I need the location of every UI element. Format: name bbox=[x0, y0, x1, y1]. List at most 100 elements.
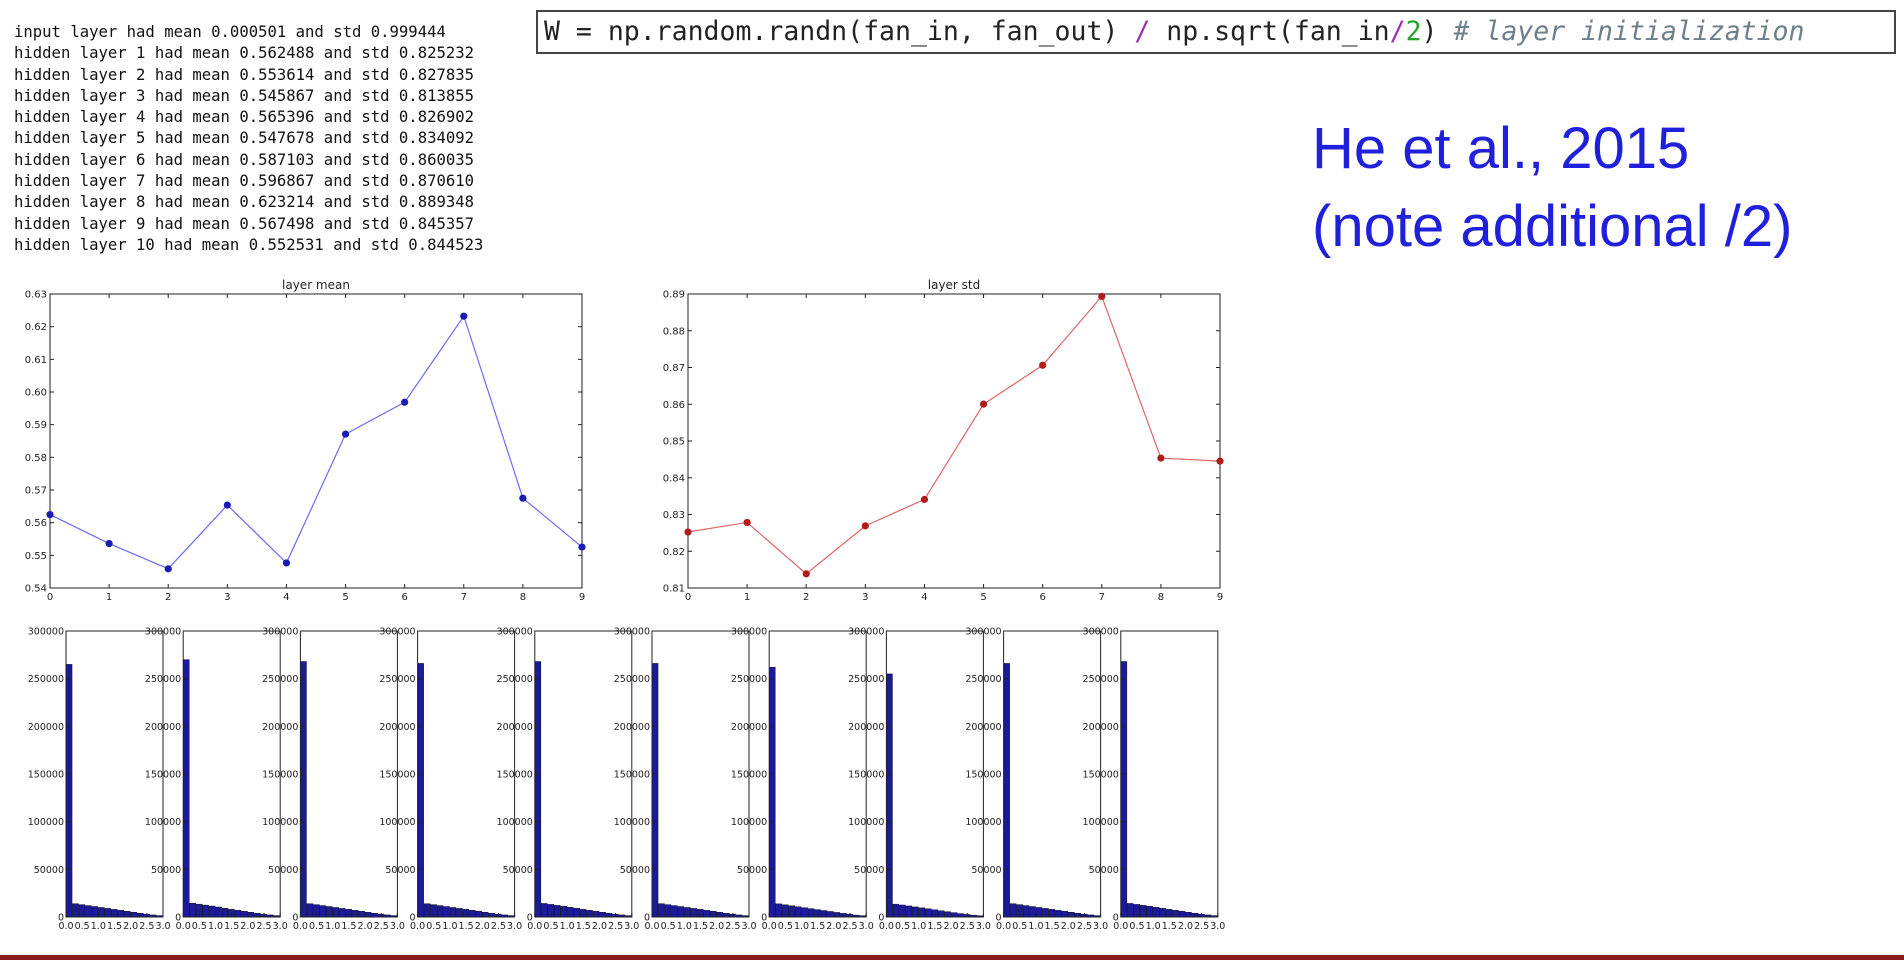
x-tick-label: 1.0 bbox=[560, 921, 575, 932]
x-tick-label: 0.0 bbox=[879, 921, 894, 932]
x-tick-label: 3.0 bbox=[1093, 921, 1108, 932]
histogram-bar bbox=[1003, 663, 1010, 918]
x-tick-label: 2.0 bbox=[1061, 921, 1076, 932]
histogram-bar bbox=[573, 908, 580, 918]
histogram-bar bbox=[1178, 911, 1186, 918]
y-tick-label: 250000 bbox=[262, 674, 298, 685]
x-tick-label: 2 bbox=[803, 592, 809, 603]
code-divide-operator-2: / bbox=[1389, 16, 1406, 47]
y-tick-label: 300000 bbox=[262, 627, 298, 638]
code-comment: # layer initialization bbox=[1453, 16, 1805, 47]
x-tick-label: 1.0 bbox=[91, 921, 106, 932]
x-tick-label: 5 bbox=[980, 592, 986, 603]
histogram-bar bbox=[1022, 905, 1030, 918]
x-tick-label: 7 bbox=[1099, 592, 1105, 603]
x-tick-label: 3 bbox=[862, 592, 868, 603]
y-tick-label: 150000 bbox=[379, 770, 415, 781]
y-tick-label: 50000 bbox=[620, 865, 650, 876]
x-tick-label: 1.0 bbox=[208, 921, 223, 932]
histogram-bar bbox=[117, 910, 124, 918]
histogram-bar bbox=[950, 912, 958, 918]
stats-line: hidden layer 5 had mean 0.547678 and std… bbox=[14, 129, 475, 148]
y-tick-label: 250000 bbox=[379, 674, 415, 685]
histogram-bar bbox=[710, 911, 717, 918]
x-tick-label: 2.5 bbox=[725, 921, 740, 932]
x-tick-label: 1.5 bbox=[107, 921, 122, 932]
histogram-bar bbox=[1139, 905, 1147, 918]
histogram-bar bbox=[833, 912, 841, 918]
stats-line: input layer had mean 0.000501 and std 0.… bbox=[14, 23, 446, 41]
histogram-bar bbox=[300, 661, 307, 918]
x-tick-label: 0.5 bbox=[543, 921, 558, 932]
histogram-bar bbox=[937, 910, 945, 918]
y-tick-label: 250000 bbox=[145, 674, 181, 685]
histogram-bar bbox=[85, 905, 92, 918]
y-tick-label: 50000 bbox=[1089, 865, 1119, 876]
histogram-bar bbox=[306, 903, 314, 918]
y-tick-label: 100000 bbox=[379, 817, 415, 828]
x-tick-label: 2.0 bbox=[240, 921, 255, 932]
citation-line-2: (note additional /2) bbox=[1312, 194, 1793, 259]
y-tick-label: 0 bbox=[175, 913, 181, 924]
x-tick-label: 2.5 bbox=[491, 921, 506, 932]
y-tick-label: 200000 bbox=[262, 722, 298, 733]
histogram-bar bbox=[234, 910, 242, 918]
histogram-bar bbox=[703, 910, 711, 918]
histogram-bar bbox=[1127, 903, 1134, 918]
x-tick-label: 2.0 bbox=[592, 921, 607, 932]
histogram-bar bbox=[905, 905, 913, 918]
x-tick-label: 9 bbox=[579, 592, 585, 603]
y-tick-label: 50000 bbox=[854, 865, 884, 876]
histogram-bar bbox=[332, 907, 340, 918]
histogram-bar bbox=[944, 911, 951, 918]
data-point bbox=[1216, 457, 1224, 465]
x-tick-label: 0.5 bbox=[778, 921, 793, 932]
y-tick-label: 50000 bbox=[971, 865, 1001, 876]
histogram-bar bbox=[1068, 912, 1075, 918]
histogram-bar bbox=[449, 907, 457, 918]
histogram-bar bbox=[801, 907, 808, 918]
y-tick-label: 50000 bbox=[385, 865, 415, 876]
x-tick-label: 0.0 bbox=[410, 921, 425, 932]
x-tick-label: 0.5 bbox=[895, 921, 910, 932]
y-tick-label: 0.56 bbox=[25, 518, 47, 529]
histogram-bar bbox=[592, 911, 600, 918]
y-tick-label: 0.57 bbox=[25, 486, 47, 497]
y-tick-label: 250000 bbox=[28, 674, 64, 685]
data-point bbox=[401, 398, 409, 406]
histogram-bar bbox=[417, 663, 424, 918]
x-tick-label: 0 bbox=[685, 592, 691, 603]
histogram-bar bbox=[326, 906, 333, 918]
y-tick-label: 0.81 bbox=[663, 584, 685, 595]
data-point bbox=[1039, 361, 1047, 369]
x-tick-label: 1.5 bbox=[1162, 921, 1177, 932]
x-tick-label: 9 bbox=[1217, 592, 1223, 603]
y-tick-label: 0.61 bbox=[25, 355, 47, 366]
y-tick-label: 0.54 bbox=[25, 584, 47, 595]
histogram-bar bbox=[364, 912, 372, 918]
y-tick-label: 0.87 bbox=[663, 363, 685, 374]
x-tick-label: 1.5 bbox=[341, 921, 356, 932]
stats-line: hidden layer 8 had mean 0.623214 and std… bbox=[14, 193, 475, 212]
x-tick-label: 1 bbox=[106, 592, 112, 603]
histogram-bar bbox=[1055, 910, 1062, 918]
x-tick-label: 1.5 bbox=[459, 921, 474, 932]
histogram-bar bbox=[319, 905, 327, 918]
x-tick-label: 8 bbox=[1158, 592, 1164, 603]
histogram-bar bbox=[215, 906, 222, 918]
x-tick-label: 0.0 bbox=[996, 921, 1011, 932]
x-tick-label: 1.5 bbox=[927, 921, 942, 932]
y-tick-label: 0.85 bbox=[663, 437, 685, 448]
y-tick-label: 300000 bbox=[379, 627, 415, 638]
y-tick-label: 100000 bbox=[965, 817, 1001, 828]
y-tick-label: 0 bbox=[761, 913, 767, 924]
x-tick-label: 1.0 bbox=[677, 921, 692, 932]
histogram-bar bbox=[586, 910, 593, 918]
histogram-bar bbox=[918, 907, 926, 918]
histogram-bar bbox=[684, 907, 691, 918]
data-point bbox=[861, 522, 869, 530]
histogram-bar bbox=[1191, 912, 1199, 918]
histogram-bar bbox=[208, 905, 216, 918]
y-tick-label: 100000 bbox=[497, 817, 533, 828]
data-point bbox=[341, 430, 350, 438]
